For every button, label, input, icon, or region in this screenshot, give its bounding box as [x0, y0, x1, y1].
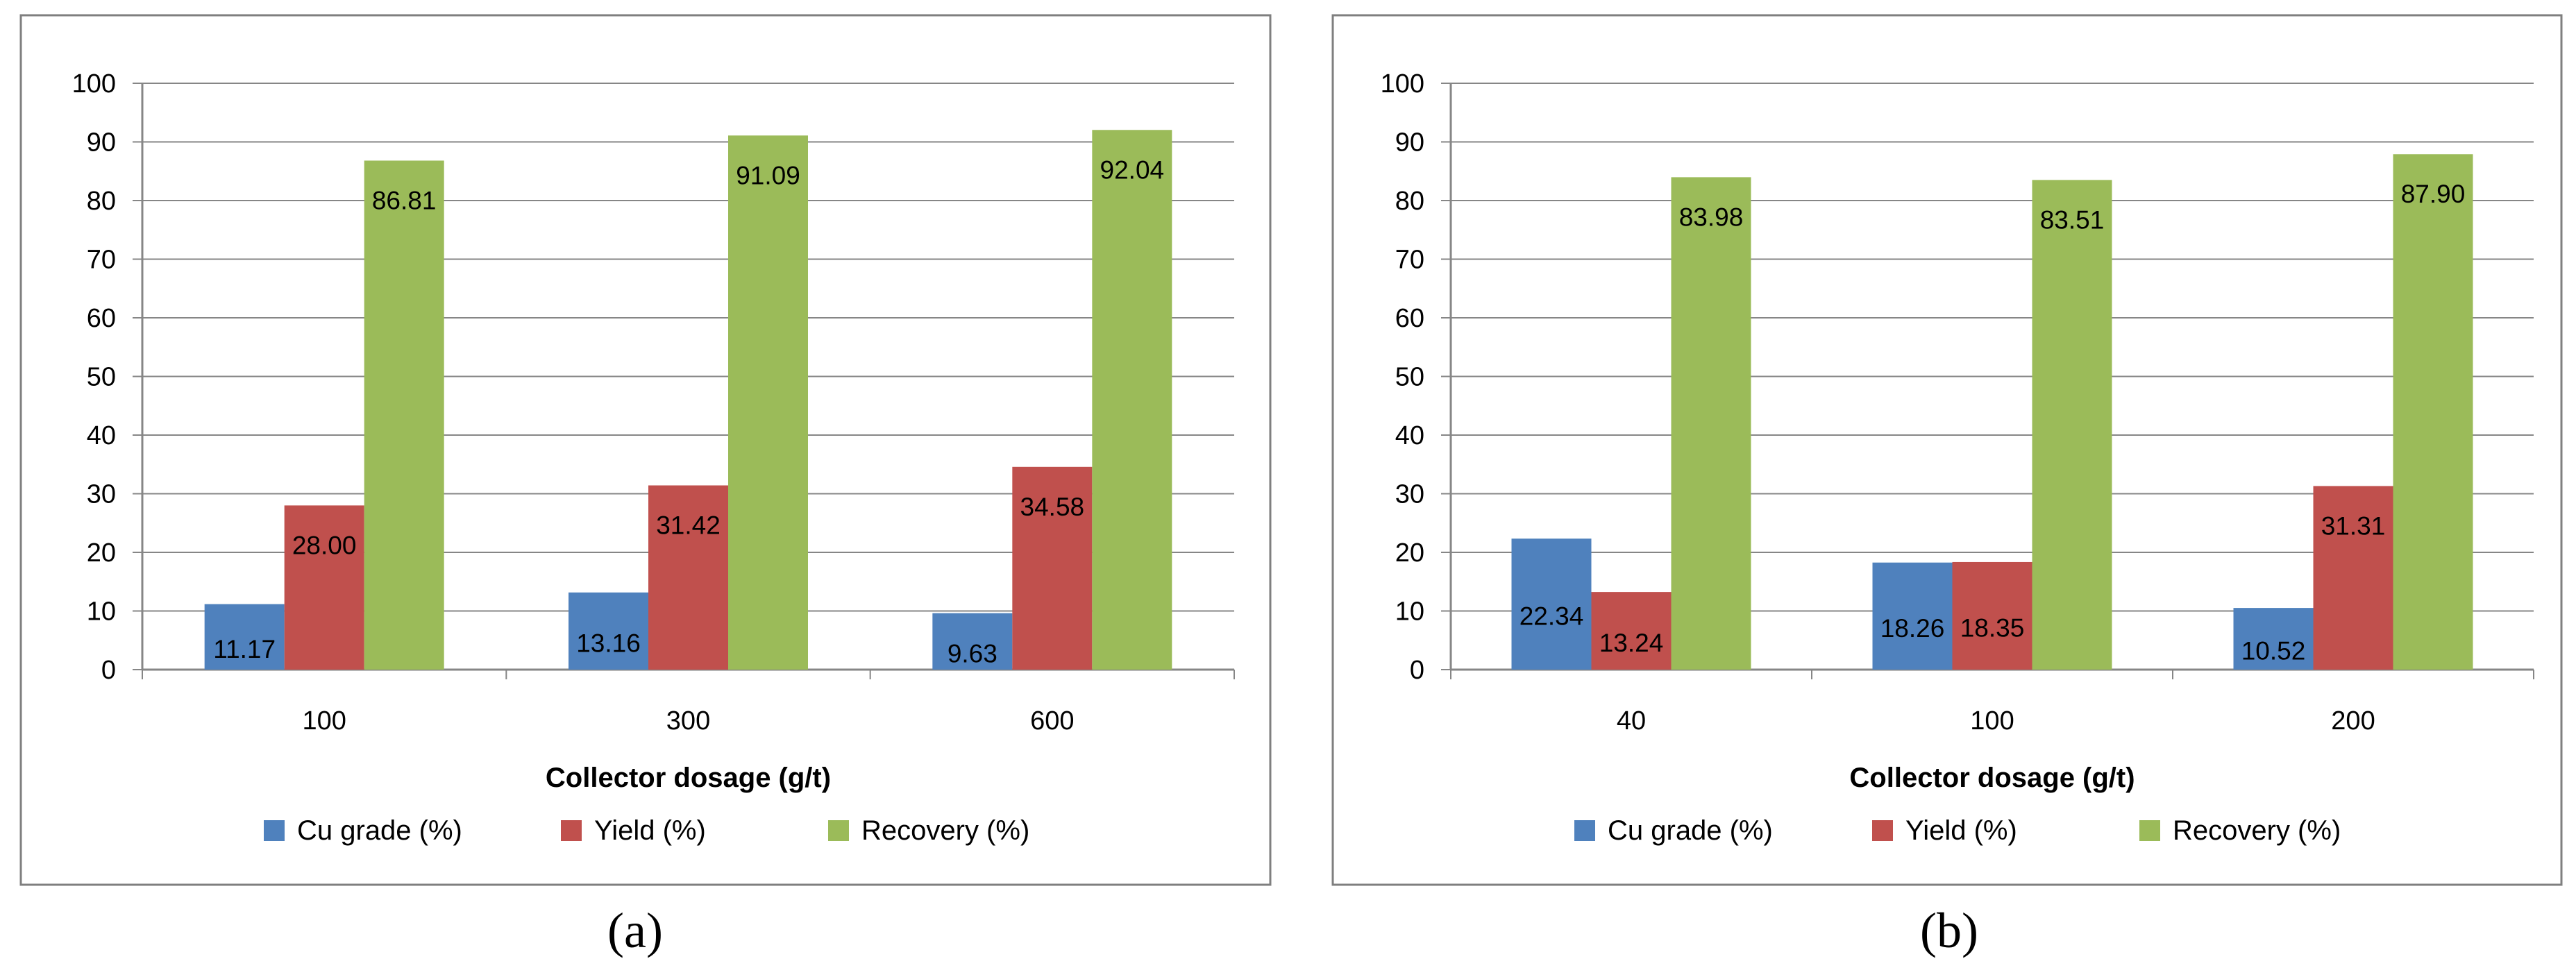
y-tick-label: 10	[87, 597, 116, 627]
y-tick-label: 70	[1395, 246, 1424, 275]
bar	[728, 135, 808, 670]
y-tick-label: 50	[87, 363, 116, 392]
y-tick-label: 0	[1410, 656, 1424, 685]
data-label: 28.00	[292, 531, 357, 559]
panel-label: (a)	[607, 903, 663, 958]
y-tick-label: 60	[87, 304, 116, 333]
data-label: 18.35	[1960, 613, 2025, 642]
legend-swatch	[1574, 820, 1595, 841]
bar	[932, 613, 1013, 670]
data-label: 31.42	[656, 511, 721, 540]
y-tick-label: 80	[87, 187, 116, 216]
bar	[1012, 466, 1093, 670]
bar	[1092, 130, 1172, 670]
panel-label: (b)	[1920, 903, 1978, 958]
legend-label: Recovery (%)	[2173, 815, 2341, 846]
y-tick-label: 100	[72, 69, 116, 99]
y-tick-label: 20	[87, 538, 116, 568]
y-tick-label: 30	[87, 480, 116, 509]
x-tick-label: 600	[1030, 706, 1074, 736]
data-label: 18.26	[1880, 614, 1945, 643]
bar	[648, 485, 728, 670]
x-axis-title: Collector dosage (g/t)	[1849, 763, 2135, 793]
y-tick-label: 60	[1395, 304, 1424, 333]
legend-label: Cu grade (%)	[1608, 815, 1773, 846]
data-label: 34.58	[1020, 493, 1085, 521]
data-label: 31.31	[2321, 511, 2386, 540]
data-label: 83.98	[1679, 203, 1744, 231]
y-tick-label: 30	[1395, 480, 1424, 509]
data-label: 10.52	[2241, 637, 2306, 665]
x-tick-label: 40	[1617, 706, 1646, 736]
bar	[204, 604, 285, 670]
bar	[1591, 592, 1672, 670]
data-label: 13.24	[1599, 629, 1664, 657]
bar	[1511, 538, 1592, 670]
data-label: 87.90	[2401, 180, 2466, 208]
chart-panel-a: 0 10 20 30 40 50 60 70 80 90 100 11.17 28.00 86.81 100…	[19, 14, 1272, 958]
x-axis-title: Collector dosage (g/t)	[546, 763, 831, 793]
data-label: 83.51	[2040, 205, 2105, 234]
y-tick-label: 80	[1395, 187, 1424, 216]
x-tick-label: 300	[666, 706, 710, 736]
data-label: 86.81	[372, 186, 437, 214]
legend-swatch	[1872, 820, 1893, 841]
chart-frame	[1331, 14, 2563, 886]
legend-label: Yield (%)	[594, 815, 706, 846]
y-tick-label: 50	[1395, 363, 1424, 392]
y-tick-label: 20	[1395, 538, 1424, 568]
y-tick-label: 90	[1395, 128, 1424, 158]
chart-panel-b: 0 10 20 30 40 50 60 70 80 90 100 22.34 13.24 83.98 40 1…	[1331, 14, 2563, 958]
y-tick-label: 0	[101, 656, 116, 685]
legend-swatch	[2139, 820, 2160, 841]
bar	[1671, 177, 1751, 670]
x-tick-label: 100	[302, 706, 346, 736]
bar	[2313, 486, 2393, 670]
legend-swatch	[264, 820, 285, 841]
bar	[364, 160, 444, 670]
legend-swatch	[561, 820, 582, 841]
data-label: 22.34	[1519, 602, 1584, 631]
bar	[2233, 608, 2314, 670]
legend-label: Recovery (%)	[861, 815, 1029, 846]
data-label: 13.16	[576, 629, 641, 657]
bar	[2393, 154, 2473, 670]
bar	[2032, 180, 2112, 670]
y-tick-label: 10	[1395, 597, 1424, 627]
y-tick-label: 70	[87, 246, 116, 275]
y-tick-label: 90	[87, 128, 116, 158]
legend-label: Cu grade (%)	[297, 815, 462, 846]
bar	[1952, 561, 2032, 670]
x-tick-label: 100	[1970, 706, 2014, 736]
y-tick-label: 40	[87, 421, 116, 450]
data-label: 92.04	[1100, 155, 1165, 184]
bar	[569, 592, 648, 670]
bar	[284, 505, 364, 670]
chart-frame	[19, 14, 1272, 886]
legend-label: Yield (%)	[1905, 815, 2017, 846]
bar	[1872, 562, 1953, 670]
data-label: 11.17	[213, 635, 276, 663]
data-label: 9.63	[948, 639, 997, 668]
y-tick-label: 100	[1381, 69, 1424, 99]
legend-swatch	[828, 820, 849, 841]
data-label: 91.09	[736, 161, 800, 189]
y-tick-label: 40	[1395, 421, 1424, 450]
x-tick-label: 200	[2331, 706, 2375, 736]
